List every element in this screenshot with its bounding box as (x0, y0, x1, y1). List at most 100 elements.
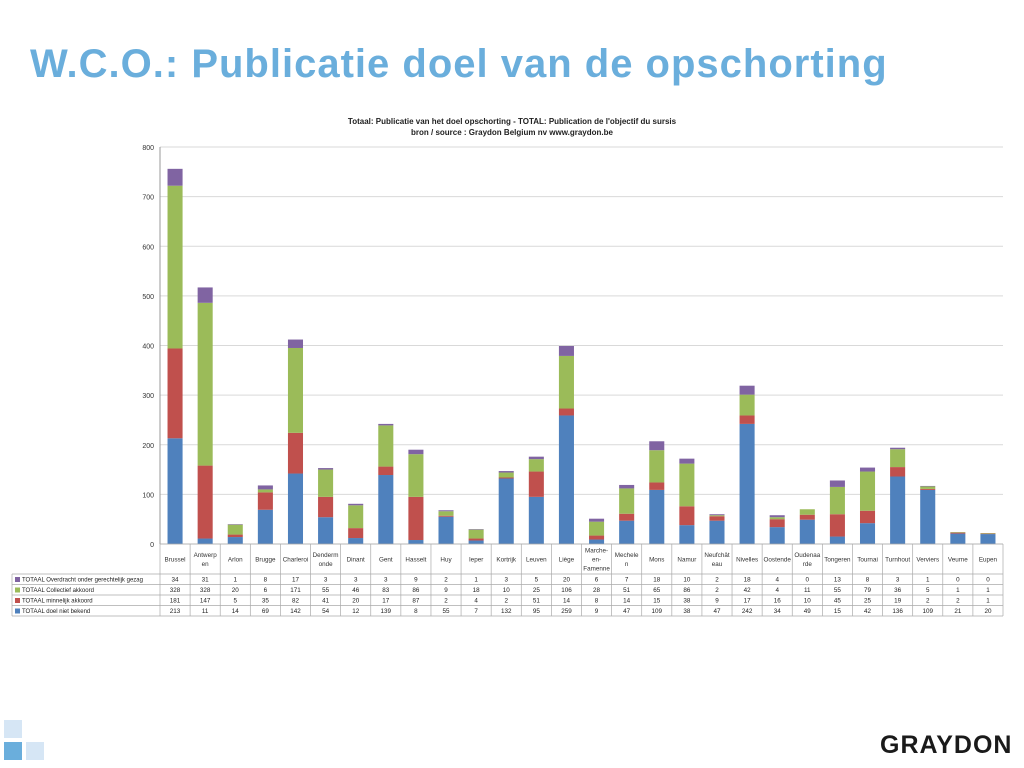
bar-segment (197, 287, 213, 303)
x-tick-label: en (202, 561, 210, 568)
bar-segment (408, 449, 424, 455)
data-label: 7 (625, 577, 629, 584)
data-label: 2 (504, 598, 508, 605)
slide-title: W.C.O.: Publicatie doel van de opschorti… (30, 42, 888, 86)
bar-segment (829, 514, 845, 537)
data-label: 147 (200, 598, 211, 605)
bar-segment (679, 525, 695, 544)
x-tick-label: Eupen (979, 557, 998, 564)
bar-segment (739, 394, 755, 416)
bar-segment (679, 463, 695, 507)
y-tick-label: 300 (142, 393, 154, 400)
bar-segment (709, 514, 725, 516)
data-label: 18 (653, 577, 661, 584)
bar-segment (769, 519, 785, 528)
bar-segment (859, 467, 876, 472)
data-label: 0 (806, 577, 810, 584)
data-label: 3 (896, 577, 900, 584)
data-label: 9 (715, 598, 719, 605)
x-tick-label: Hasselt (405, 557, 426, 564)
bar-segment (348, 538, 364, 544)
bar-segment (468, 538, 484, 541)
x-tick-label: Namur (677, 557, 696, 564)
bar-segment (589, 535, 605, 540)
bar-segment (318, 517, 334, 544)
bar-segment (558, 355, 574, 409)
x-tick-label: Oudenaa (794, 552, 820, 559)
data-label: 1 (956, 587, 960, 594)
x-tick-label: Neufchât (704, 552, 729, 559)
bar-segment (558, 408, 574, 416)
bar-segment (197, 302, 213, 466)
data-label: 0 (956, 577, 960, 584)
bar-segment (799, 514, 815, 520)
bar-segment (227, 534, 243, 538)
bar-segment (950, 533, 966, 544)
bar-segment (318, 496, 334, 518)
bar-segment (528, 471, 544, 497)
bar-segment (769, 515, 785, 518)
y-tick-label: 400 (142, 344, 154, 351)
bar-segment (348, 505, 364, 529)
data-label: 65 (653, 587, 661, 594)
bar-segment (859, 523, 876, 544)
data-label: 9 (444, 587, 448, 594)
legend-key (15, 608, 20, 614)
data-label: 36 (894, 587, 902, 594)
data-label: 8 (414, 608, 418, 615)
data-label: 28 (593, 587, 601, 594)
data-label: 136 (892, 608, 903, 615)
data-label: 38 (683, 608, 691, 615)
data-label: 1 (986, 587, 990, 594)
data-label: 139 (381, 608, 392, 615)
data-label: 20 (563, 577, 571, 584)
data-label: 25 (533, 587, 541, 594)
bar-segment (408, 496, 424, 541)
legend-key (15, 598, 20, 603)
data-label: 181 (170, 598, 181, 605)
legend-label: TOTAAL doel niet bekend (22, 609, 90, 615)
bar-segment (859, 510, 876, 524)
bar-segment (287, 347, 304, 433)
bar-segment (378, 425, 394, 467)
chart-subtitle: bron / source : Graydon Belgium nv www.g… (411, 128, 613, 137)
data-label: 14 (232, 608, 240, 615)
x-tick-label: Verviers (916, 557, 939, 564)
bar-segment (769, 517, 785, 520)
bar-segment (227, 537, 243, 544)
bar-segment (197, 538, 213, 544)
data-label: 109 (652, 608, 663, 615)
bar-segment (829, 536, 845, 544)
data-label: 34 (172, 577, 180, 584)
x-tick-label: rde (803, 561, 813, 568)
bar-segment (287, 432, 304, 474)
bar-segment (408, 454, 424, 497)
bar-segment (739, 385, 755, 395)
bar-segment (649, 489, 665, 544)
data-label: 14 (623, 598, 631, 605)
y-tick-label: 500 (142, 294, 154, 301)
data-label: 1 (926, 577, 930, 584)
data-label: 45 (834, 598, 842, 605)
bar-segment (890, 447, 906, 450)
x-tick-label: Marche- (585, 548, 608, 555)
data-label: 328 (200, 587, 211, 594)
data-label: 54 (322, 608, 330, 615)
bar-segment (167, 348, 183, 439)
legend-key (15, 577, 20, 582)
data-label: 2 (444, 598, 448, 605)
data-label: 83 (382, 587, 390, 594)
data-label: 10 (503, 587, 511, 594)
y-tick-label: 0 (150, 542, 154, 549)
chart-title-block: Totaal: Publicatie van het doel opschort… (0, 116, 1024, 138)
data-label: 2 (926, 598, 930, 605)
bar-segment (167, 168, 183, 186)
bar-segment (438, 511, 454, 516)
bar-segment (257, 489, 273, 493)
bar-segment (709, 520, 725, 544)
x-tick-label: Oostende (764, 557, 792, 564)
data-label: 8 (866, 577, 870, 584)
data-label: 14 (563, 598, 571, 605)
bar-segment (980, 534, 996, 544)
x-tick-label: Tournai (857, 557, 878, 564)
